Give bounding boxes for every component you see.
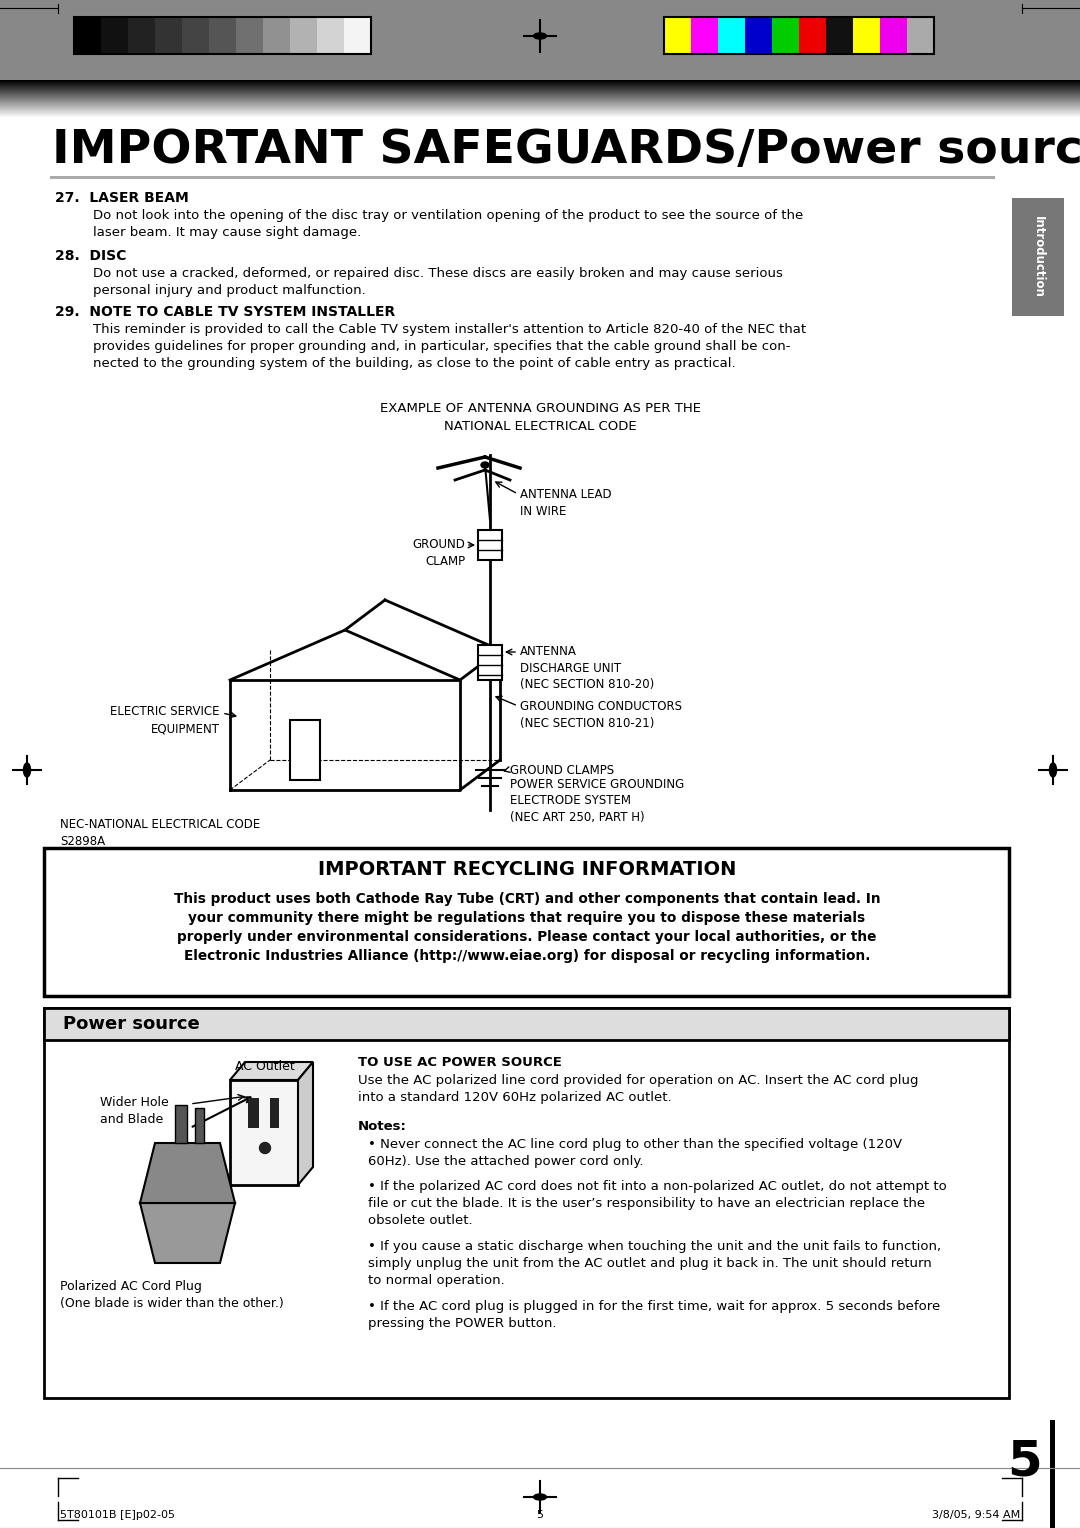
Bar	[75, 17, 372, 53]
Bar	[102, 17, 129, 53]
Text: This product uses both Cathode Ray Tube (CRT) and other components that contain : This product uses both Cathode Ray Tube …	[174, 892, 880, 963]
Text: Polarized AC Cord Plug
(One blade is wider than the other.): Polarized AC Cord Plug (One blade is wid…	[60, 1280, 284, 1309]
Ellipse shape	[1050, 762, 1056, 778]
Polygon shape	[298, 1062, 313, 1186]
Bar	[264, 17, 291, 53]
Bar	[75, 17, 102, 53]
Text: Notes:: Notes:	[357, 1120, 407, 1132]
Bar	[772, 17, 799, 53]
Text: IMPORTANT RECYCLING INFORMATION: IMPORTANT RECYCLING INFORMATION	[318, 860, 737, 879]
Bar	[44, 1008, 1009, 1398]
Text: GROUND CLAMPS: GROUND CLAMPS	[510, 764, 615, 778]
Text: POWER SERVICE GROUNDING
ELECTRODE SYSTEM
(NEC ART 250, PART H): POWER SERVICE GROUNDING ELECTRODE SYSTEM…	[510, 778, 685, 824]
Ellipse shape	[259, 1143, 270, 1154]
Text: 5: 5	[537, 1510, 543, 1520]
Text: 5T80101B [E]p02-05: 5T80101B [E]p02-05	[60, 1510, 175, 1520]
Text: EXAMPLE OF ANTENNA GROUNDING AS PER THE
NATIONAL ELECTRICAL CODE: EXAMPLE OF ANTENNA GROUNDING AS PER THE …	[379, 402, 701, 432]
Bar	[478, 645, 502, 680]
Text: Use the AC polarized line cord provided for operation on AC. Insert the AC cord : Use the AC polarized line cord provided …	[357, 1074, 918, 1105]
Bar	[718, 17, 745, 53]
Bar	[0, 0, 1080, 79]
Polygon shape	[140, 1203, 235, 1264]
Text: AC Outlet: AC Outlet	[235, 1060, 295, 1073]
Text: IMPORTANT SAFEGUARDS/Power source: IMPORTANT SAFEGUARDS/Power source	[52, 128, 1080, 173]
Bar	[880, 17, 907, 53]
Text: • Never connect the AC line cord plug to other than the specified voltage (120V
: • Never connect the AC line cord plug to…	[368, 1138, 902, 1169]
Text: Do not look into the opening of the disc tray or ventilation opening of the prod: Do not look into the opening of the disc…	[93, 209, 804, 240]
Bar	[291, 17, 318, 53]
Text: • If the AC cord plug is plugged in for the first time, wait for approx. 5 secon: • If the AC cord plug is plugged in for …	[368, 1300, 941, 1331]
Bar	[44, 1008, 1009, 1041]
Bar	[237, 17, 264, 53]
Text: Introduction: Introduction	[1031, 215, 1044, 298]
Text: 27.  LASER BEAM: 27. LASER BEAM	[55, 191, 189, 205]
Bar	[664, 17, 934, 53]
Text: Wider Hole
and Blade: Wider Hole and Blade	[100, 1096, 168, 1126]
Text: GROUND
CLAMP: GROUND CLAMP	[413, 538, 465, 568]
Text: Do not use a cracked, deformed, or repaired disc. These discs are easily broken : Do not use a cracked, deformed, or repai…	[93, 267, 783, 298]
Bar	[291, 720, 320, 779]
Bar	[799, 17, 826, 53]
Text: 3/8/05, 9:54 AM: 3/8/05, 9:54 AM	[932, 1510, 1020, 1520]
Bar	[129, 17, 156, 53]
Bar	[270, 1099, 279, 1128]
Text: This reminder is provided to call the Cable TV system installer's attention to A: This reminder is provided to call the Ca…	[93, 322, 806, 370]
Ellipse shape	[534, 34, 546, 40]
Bar	[175, 1105, 187, 1143]
Text: • If the polarized AC cord does not fit into a non-polarized AC outlet, do not a: • If the polarized AC cord does not fit …	[368, 1180, 947, 1227]
Bar	[50, 176, 995, 179]
Bar	[210, 17, 237, 53]
Ellipse shape	[534, 1494, 546, 1500]
Text: NEC-NATIONAL ELECTRICAL CODE
S2898A: NEC-NATIONAL ELECTRICAL CODE S2898A	[60, 817, 260, 848]
Bar	[156, 17, 183, 53]
Bar	[826, 17, 853, 53]
Bar	[44, 848, 1009, 996]
Ellipse shape	[24, 762, 30, 778]
Ellipse shape	[481, 461, 489, 468]
Bar	[345, 17, 372, 53]
Polygon shape	[230, 1062, 313, 1080]
Text: ELECTRIC SERVICE
EQUIPMENT: ELECTRIC SERVICE EQUIPMENT	[110, 704, 220, 735]
Text: • If you cause a static discharge when touching the unit and the unit fails to f: • If you cause a static discharge when t…	[368, 1241, 941, 1288]
Polygon shape	[140, 1143, 235, 1203]
Text: 29.  NOTE TO CABLE TV SYSTEM INSTALLER: 29. NOTE TO CABLE TV SYSTEM INSTALLER	[55, 306, 395, 319]
Bar	[230, 1080, 298, 1186]
Bar	[478, 530, 502, 559]
Bar	[907, 17, 934, 53]
Bar	[183, 17, 210, 53]
Bar	[664, 17, 691, 53]
Bar	[1012, 199, 1064, 316]
Text: 5: 5	[1007, 1436, 1042, 1485]
Text: 28.  DISC: 28. DISC	[55, 249, 126, 263]
Bar	[318, 17, 345, 53]
Bar	[1050, 1420, 1055, 1528]
Bar	[195, 1108, 204, 1143]
Bar	[853, 17, 880, 53]
Text: GROUNDING CONDUCTORS
(NEC SECTION 810-21): GROUNDING CONDUCTORS (NEC SECTION 810-21…	[519, 700, 681, 729]
Text: ANTENNA
DISCHARGE UNIT
(NEC SECTION 810-20): ANTENNA DISCHARGE UNIT (NEC SECTION 810-…	[519, 645, 654, 691]
Bar	[745, 17, 772, 53]
Text: TO USE AC POWER SOURCE: TO USE AC POWER SOURCE	[357, 1056, 562, 1070]
Text: ANTENNA LEAD
IN WIRE: ANTENNA LEAD IN WIRE	[519, 487, 611, 518]
Bar	[691, 17, 718, 53]
Text: Power source: Power source	[63, 1015, 200, 1033]
Bar	[248, 1099, 259, 1128]
